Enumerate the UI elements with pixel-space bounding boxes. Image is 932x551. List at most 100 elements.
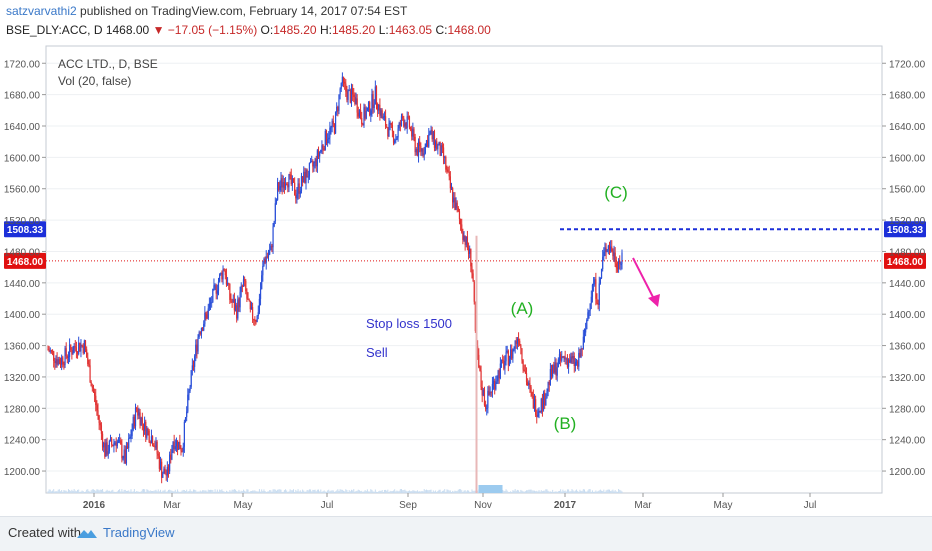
candle-body <box>347 90 349 100</box>
candle-body <box>182 446 184 452</box>
volume-bar <box>73 489 75 493</box>
volume-bar <box>615 491 617 493</box>
candle-body <box>280 178 282 187</box>
volume-bar <box>557 491 559 493</box>
candle-body <box>55 359 57 364</box>
candle-body <box>184 417 187 422</box>
candle-body <box>562 356 564 358</box>
candle-body <box>161 461 163 478</box>
candle-body <box>428 134 430 147</box>
volume-bar <box>515 490 517 493</box>
wave-b-label[interactable]: (B) <box>554 414 577 433</box>
volume-bar <box>56 491 58 493</box>
volume-bar <box>590 491 592 493</box>
y-tick-label-right: 1720.00 <box>889 59 926 70</box>
candle-body <box>64 348 66 365</box>
candle-body <box>82 345 84 354</box>
candle-body <box>499 363 501 379</box>
volume-bar <box>282 491 284 493</box>
volume-bar <box>224 491 226 493</box>
volume-bar <box>124 489 126 493</box>
volume-bar <box>510 491 512 493</box>
candle-body <box>233 299 236 311</box>
volume-bar <box>89 491 91 493</box>
candle-body <box>533 399 536 409</box>
volume-bar <box>230 491 232 493</box>
candle-body <box>87 357 89 365</box>
candle-body <box>458 211 461 220</box>
candle-body <box>73 346 75 353</box>
volume-bar <box>446 489 448 493</box>
candle-body <box>377 104 379 111</box>
volume-bar <box>364 490 366 493</box>
volume-bar <box>275 490 277 493</box>
sell-arrow-head <box>648 294 660 307</box>
candle-body <box>414 136 416 153</box>
candle-body <box>380 110 382 116</box>
wave-a-label[interactable]: (A) <box>511 299 534 318</box>
candle-body <box>221 272 223 280</box>
tradingview-link[interactable]: TradingView <box>103 525 175 540</box>
candle-body <box>300 176 303 191</box>
candle-body <box>341 76 343 84</box>
volume-bar <box>573 491 575 493</box>
candle-body <box>100 425 103 434</box>
candle-body <box>448 171 450 177</box>
candle-body <box>573 356 575 367</box>
candle-body <box>472 273 474 282</box>
candle-body <box>488 390 490 395</box>
candle-body <box>141 417 143 424</box>
candle-body <box>621 252 623 264</box>
candle-body <box>103 442 105 448</box>
volume-bar <box>107 490 109 493</box>
author-link[interactable]: satzvarvathi2 <box>6 4 77 18</box>
volume-bar <box>400 489 402 493</box>
volume-bar <box>571 489 573 493</box>
low-label: L: <box>378 23 389 37</box>
candle-body <box>336 106 338 113</box>
volume-bar <box>588 489 590 493</box>
volume-bar <box>210 489 212 493</box>
volume-bar <box>358 490 360 493</box>
volume-bar <box>561 491 563 493</box>
candle-body <box>395 139 397 141</box>
volume-bar <box>524 491 526 493</box>
wave-c-label[interactable]: (C) <box>604 183 628 202</box>
volume-bar <box>556 491 558 493</box>
volume-bar <box>181 490 183 493</box>
candle-body <box>489 391 491 395</box>
y-tick-label: 1400.00 <box>4 310 41 321</box>
tradingview-logo-icon[interactable] <box>76 526 98 540</box>
volume-bar <box>341 489 343 493</box>
y-tick-label-right: 1360.00 <box>889 342 926 353</box>
volume-bar <box>369 491 371 493</box>
volume-bar <box>243 489 245 493</box>
stop-loss-label[interactable]: Stop loss 1500 <box>366 316 452 331</box>
sell-arrow-icon[interactable] <box>632 257 656 302</box>
candle-body <box>542 392 545 410</box>
volume-bar <box>213 491 215 493</box>
candle-body <box>311 161 313 163</box>
volume-bar <box>132 491 134 493</box>
sell-label[interactable]: Sell <box>366 345 388 360</box>
candle-body <box>619 260 621 264</box>
candle-body <box>408 116 411 128</box>
volume-bar <box>355 491 357 493</box>
volume-bar <box>389 490 391 493</box>
candle-body <box>454 197 456 210</box>
volume-bar <box>408 490 410 493</box>
candle-body <box>572 356 574 359</box>
volume-bar <box>139 491 141 493</box>
volume-bar <box>147 489 149 493</box>
volume-bar <box>293 489 295 493</box>
left-axis: 1200.00 1240.00 1280.00 1320.00 1360.00 1400.… <box>4 59 46 478</box>
candle-body <box>363 107 365 126</box>
candle-body <box>406 116 408 129</box>
candle-body <box>614 252 616 264</box>
candle-body <box>231 301 233 303</box>
price-chart[interactable]: 1508.33 1508.33 1468.00 1468.00 1200.00 1240… <box>0 0 932 516</box>
volume-bar <box>162 490 164 493</box>
candle-body <box>217 281 220 291</box>
volume-bar <box>217 491 219 493</box>
marker-right-label: 1508.33 <box>887 225 924 236</box>
